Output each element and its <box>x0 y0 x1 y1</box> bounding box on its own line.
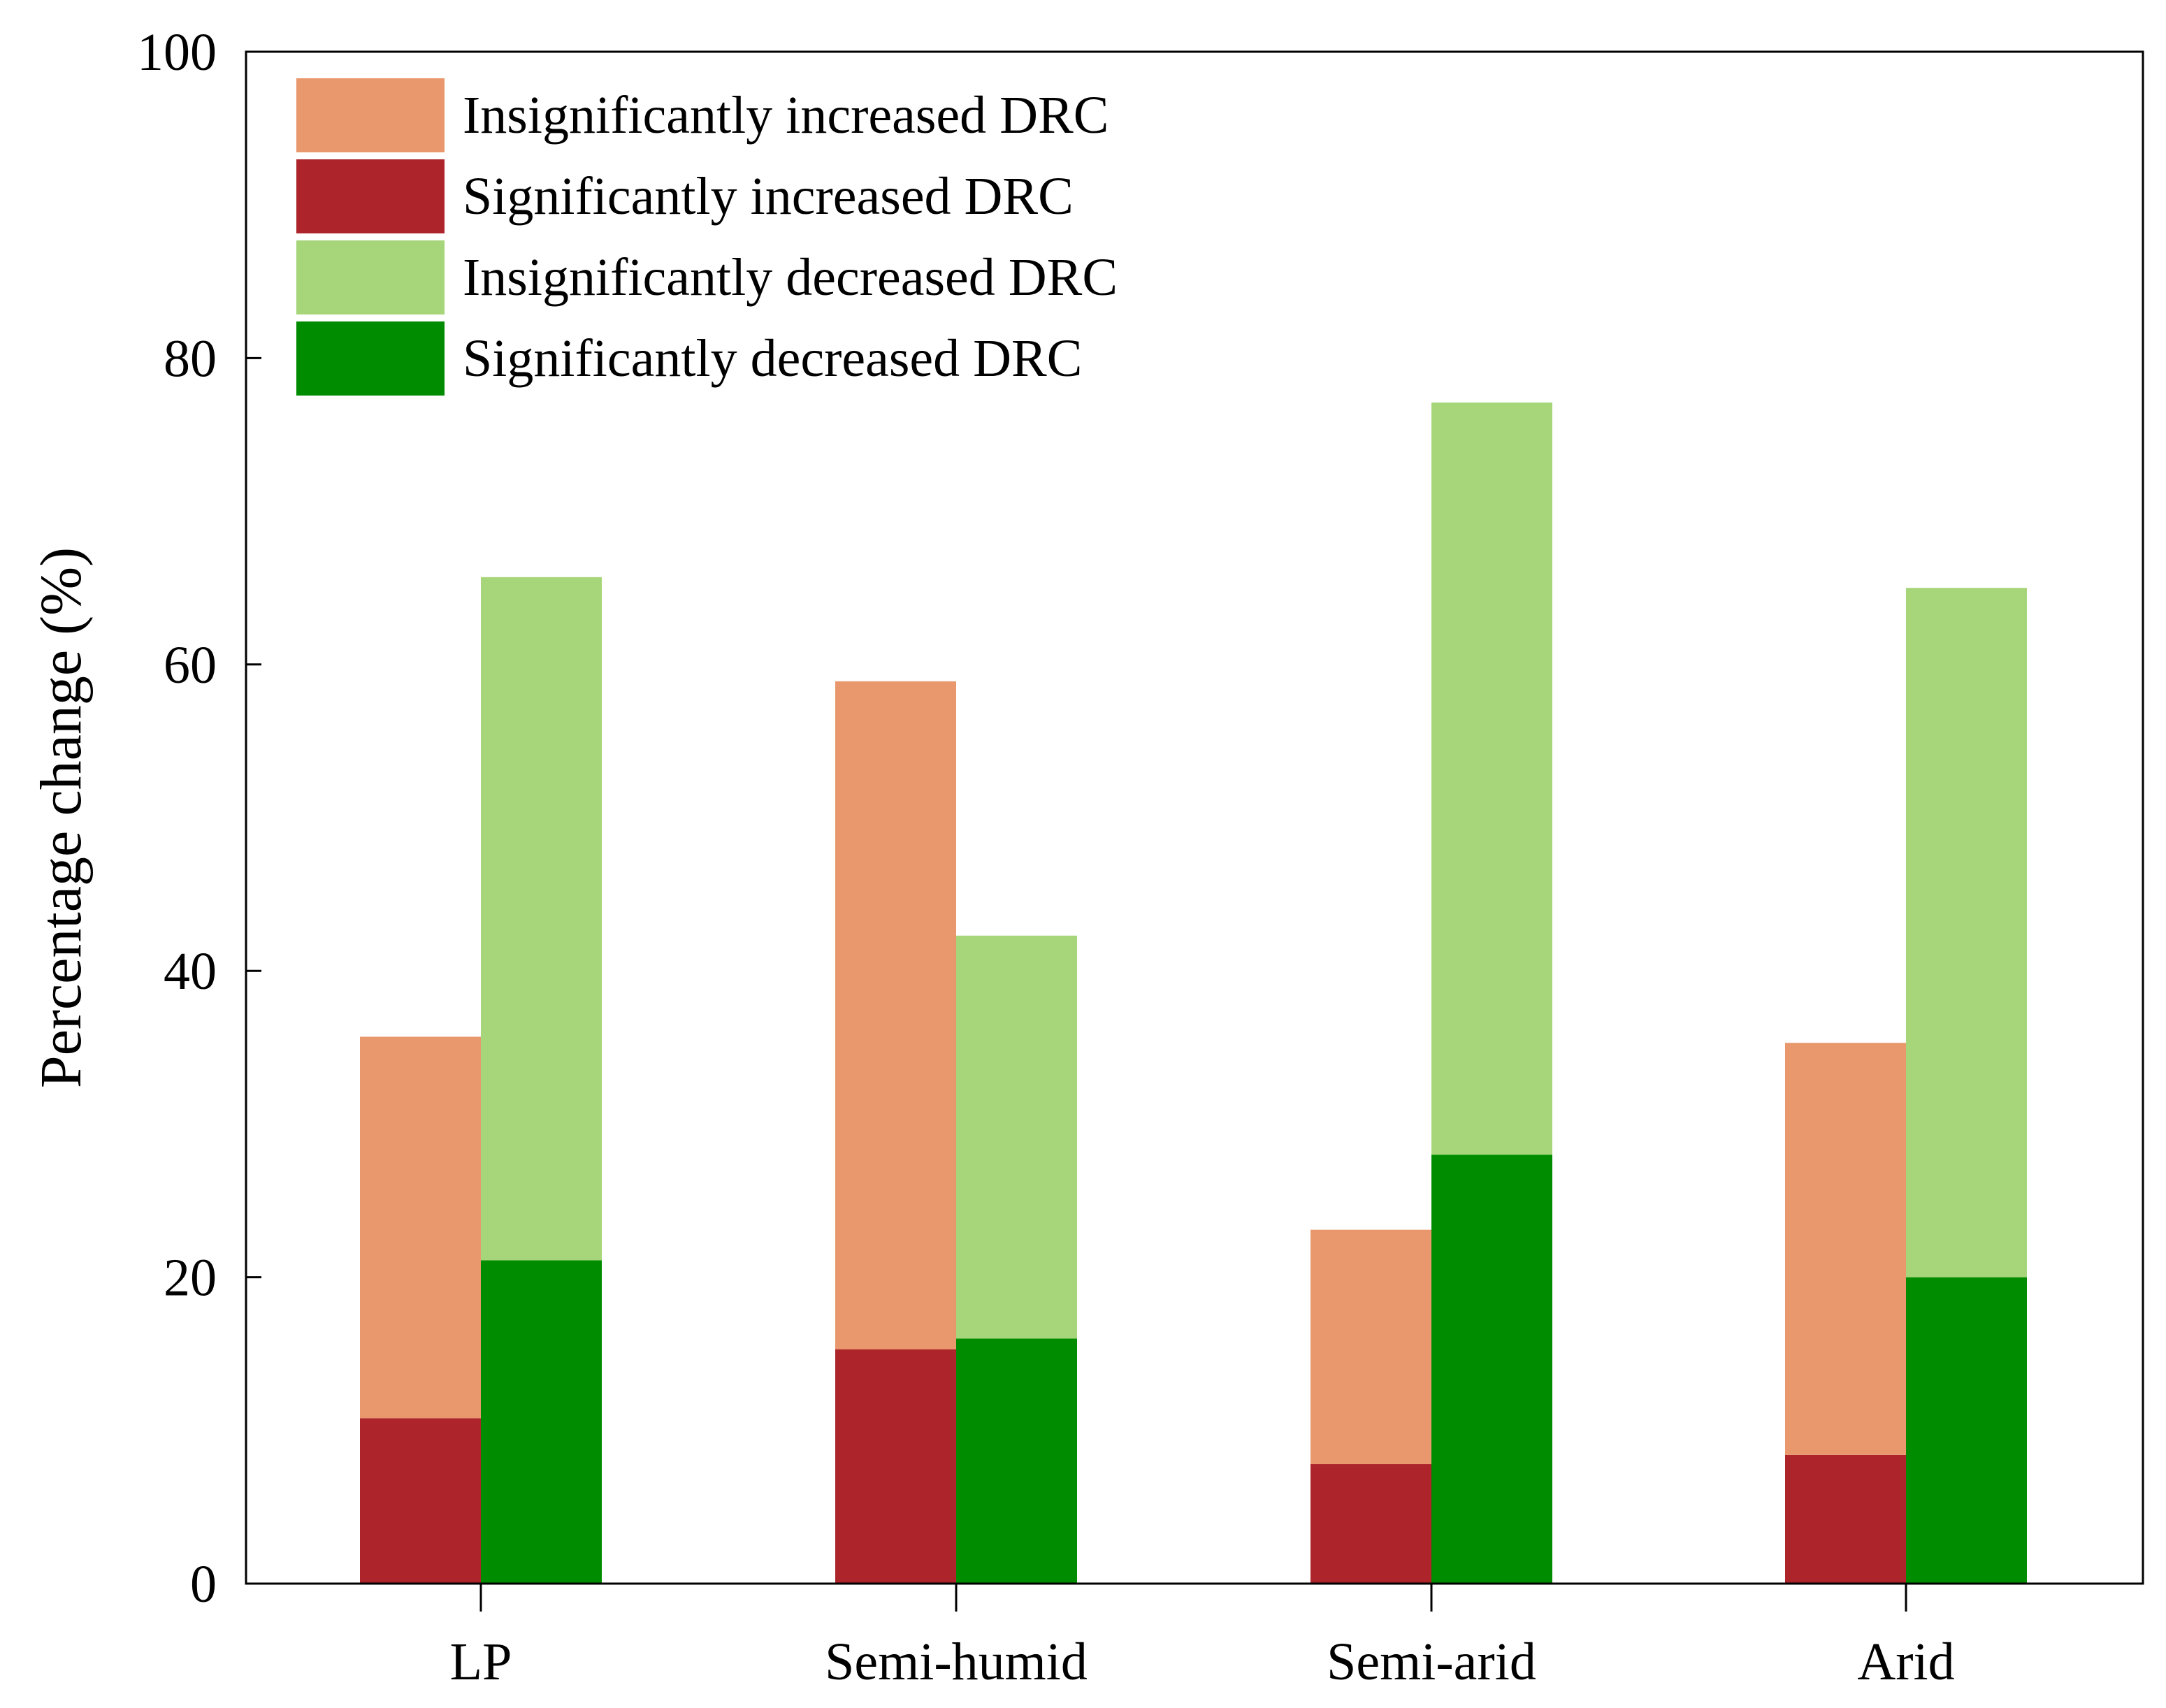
x-tick-label-semi-arid: Semi-arid <box>1327 1633 1536 1691</box>
x-axis-ticks: LP Semi-humid Semi-arid Arid <box>450 1584 1955 1691</box>
x-tick-label-lp: LP <box>450 1633 512 1691</box>
x-tick-label-semi-humid: Semi-humid <box>825 1633 1088 1691</box>
y-tick-label-60: 60 <box>164 636 217 695</box>
bar-lp-significantly-decreased-drc <box>481 1260 602 1584</box>
bar-semi-humid-insignificantly-decreased-drc <box>956 935 1077 1339</box>
y-tick-label-20: 20 <box>164 1249 217 1308</box>
bar-semi-humid-significantly-decreased-drc <box>956 1338 1077 1584</box>
bar-semi-arid-insignificantly-decreased-drc <box>1431 402 1552 1155</box>
bar-lp-insignificantly-decreased-drc <box>481 577 602 1261</box>
legend-label-insignificantly-increased-drc: Insignificantly increased DRC <box>463 86 1109 145</box>
bar-arid-insignificantly-decreased-drc <box>1906 588 2027 1278</box>
bar-semi-humid-insignificantly-increased-drc <box>835 681 956 1349</box>
bar-arid-significantly-increased-drc <box>1785 1454 1906 1584</box>
legend: Insignificantly increased DRC Significant… <box>296 78 1118 396</box>
legend-swatch-insignificantly-decreased-drc <box>296 240 445 314</box>
legend-swatch-significantly-increased-drc <box>296 159 445 233</box>
legend-swatch-insignificantly-increased-drc <box>296 78 445 152</box>
y-tick-label-100: 100 <box>137 23 217 82</box>
bar-lp-significantly-increased-drc <box>360 1418 481 1584</box>
legend-label-significantly-increased-drc: Significantly increased DRC <box>463 167 1074 226</box>
bar-semi-arid-significantly-increased-drc <box>1311 1464 1431 1584</box>
bar-semi-humid-significantly-increased-drc <box>835 1349 956 1584</box>
legend-swatch-significantly-decreased-drc <box>296 321 445 396</box>
legend-label-significantly-decreased-drc: Significantly decreased DRC <box>463 329 1082 388</box>
bar-semi-arid-insignificantly-increased-drc <box>1311 1229 1431 1465</box>
x-tick-label-arid: Arid <box>1857 1633 1954 1691</box>
bars-layer <box>360 402 2027 1584</box>
y-tick-label-40: 40 <box>164 942 217 1001</box>
bar-arid-insignificantly-increased-drc <box>1785 1043 1906 1455</box>
bar-lp-insignificantly-increased-drc <box>360 1036 481 1419</box>
y-axis-ticks: 0 20 40 60 80 100 <box>137 23 261 1614</box>
legend-label-insignificantly-decreased-drc: Insignificantly decreased DRC <box>463 248 1118 307</box>
y-tick-label-0: 0 <box>190 1555 217 1614</box>
bar-semi-arid-significantly-decreased-drc <box>1431 1155 1552 1584</box>
y-axis-title: Percentage change (%) <box>29 547 94 1088</box>
bar-arid-significantly-decreased-drc <box>1906 1277 2027 1584</box>
y-tick-label-80: 80 <box>164 329 217 388</box>
plot-frame <box>245 50 2144 1585</box>
